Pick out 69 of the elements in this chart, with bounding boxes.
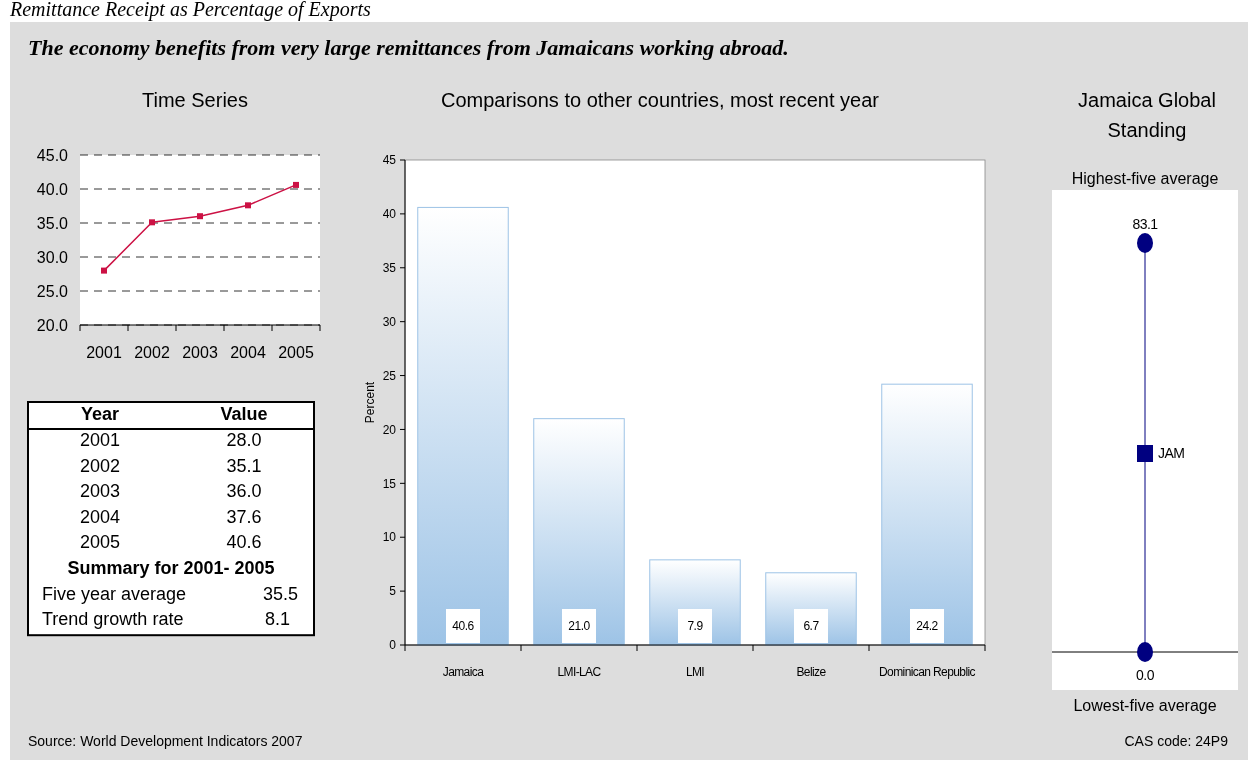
text: 2002 [79,455,121,476]
x-tick-label: LMI [685,665,705,679]
bar [881,383,973,646]
y-tick-label: 30.0 [36,248,69,266]
y-tick-label: 25 [382,368,397,383]
chart-title: Time Series [142,89,248,111]
text: Highest-five average [1071,170,1219,187]
text: Jamaica Global Standing [1078,89,1216,141]
y-tick-label: 35.0 [36,214,69,232]
text: Remittance Receipt as Percentage of Exports [9,0,372,21]
text: JAM [1158,444,1185,461]
text: 28.0 [226,430,262,450]
data-label: 24.2 [916,619,939,634]
text: 2003 [79,481,121,502]
data-label: 7.9 [687,619,704,634]
x-tick-label: 2003 [182,344,218,361]
text: CAS code: 24P9 [1124,733,1229,749]
x-tick-label: Dominican Republic [879,665,976,679]
x-tick-label: 2002 [134,344,170,361]
y-tick-label: 30 [382,314,397,329]
y-tick-label: 40.0 [36,180,69,198]
y-tick-label: 15 [382,476,397,491]
text: 40.6 [226,532,262,553]
y-tick-label: 25.0 [36,282,69,300]
bar [417,206,509,646]
text: 35.5 [262,583,298,604]
data-label: 6.7 [803,619,820,634]
point [149,219,155,226]
bar [533,418,625,646]
x-tick-label: 2001 [86,344,122,361]
x-tick-label: Jamaica [442,665,485,679]
text: Lowest-five average [1073,697,1217,714]
y-tick-label: 40 [382,207,397,222]
chart-title: Comparisons to other countries, most recent year [441,89,880,111]
text: Five year average [42,583,187,604]
point [101,267,107,274]
x-tick-label: 2005 [278,344,314,361]
text: 37.6 [226,506,262,527]
x-tick-label: 2004 [230,344,266,361]
text: Summary for 2001- 2005 [67,558,275,578]
text: The economy benefits from very large remittances from Jamaicans working abroad. [28,35,789,60]
text: Value [220,404,268,424]
y-tick-label: 20 [382,422,397,437]
text: Trend growth rate [42,609,184,630]
y-tick-label: 10 [382,530,397,545]
y-tick-label: 45.0 [36,146,69,164]
point [245,202,251,209]
text: 36.0 [226,481,262,502]
y-tick-label: 20.0 [36,316,69,334]
y-tick-label: 5 [389,584,397,599]
y-tick-label: 35 [382,260,397,275]
x-tick-label: LMI-LAC [557,665,602,679]
text: 83.1 [1132,216,1159,232]
text: 2005 [79,532,121,553]
y-tick-label: 45 [382,153,397,168]
text: 35.1 [226,455,262,476]
data-label: 40.6 [452,619,475,634]
text: 0.0 [1136,667,1155,683]
text: Year [80,404,120,424]
point [293,181,299,188]
y-axis-title: Percent [363,381,377,424]
point [197,213,203,220]
y-tick-label: 0 [389,638,397,653]
data-label: 21.0 [568,619,591,634]
source-note: Source: World Development Indicators 2007 [28,733,303,749]
x-tick-label: Belize [796,665,827,679]
text: 2004 [79,506,121,527]
text: 8.1 [264,609,290,630]
text: 2001 [79,430,121,450]
